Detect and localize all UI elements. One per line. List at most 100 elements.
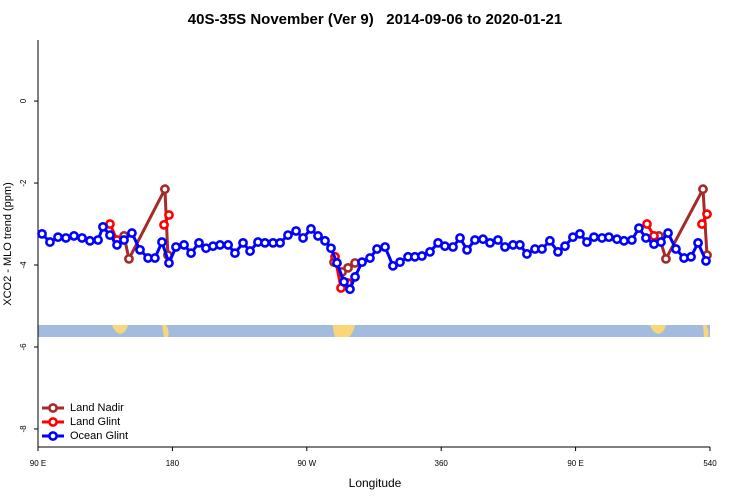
series-point [85,235,95,246]
series-point [159,219,169,230]
series-point [641,233,651,243]
series-point [634,223,644,234]
series-point [693,237,703,248]
series-point [545,235,555,246]
y-tick-label: -2 [19,179,28,187]
series-point [514,240,525,250]
series-point [230,248,240,259]
series-point [701,256,711,266]
y-tick-label: -4 [19,261,28,269]
series-point [215,240,225,250]
x-tick-label: 90 W [297,459,316,468]
series-point [440,241,450,252]
series-point [671,244,681,254]
series-point [157,237,167,247]
x-tick-label: 540 [703,459,717,468]
series-point [626,235,637,245]
legend-swatch-point [48,417,58,427]
series-point [455,233,465,243]
series-point [395,257,405,268]
series-point [661,253,671,264]
series-point [127,228,137,238]
series-point [425,247,435,257]
series-point [357,257,367,268]
legend-label: Land Nadir [70,402,124,414]
series-point [150,253,160,263]
series-point [238,237,248,248]
series-point [260,237,270,248]
series-point [493,235,503,245]
land-band [38,325,710,337]
land-band-ocean [38,325,710,337]
x-tick-label: 360 [435,459,449,468]
legend-swatch-point [48,431,58,441]
series-point [179,240,189,250]
land-blob [333,325,355,337]
y-axis-label: XCO2 - MLO trend (ppm) [2,182,14,305]
series-point [124,253,134,264]
series-point [686,251,696,262]
legend-label: Ocean Glint [70,430,128,442]
land-blob [112,325,128,334]
series-point [37,228,47,239]
series-point [560,241,570,252]
series-point [575,228,585,239]
series-point [45,237,55,247]
series-point [291,226,301,236]
series-point [388,260,398,271]
series-point [223,240,234,250]
legend-swatch-point [48,403,58,413]
series-point [649,231,659,241]
series-point [522,249,532,259]
land-blob [703,325,709,337]
series-point [77,233,87,243]
series-point [98,222,108,232]
x-tick-label: 180 [166,459,180,468]
series-point [61,233,71,243]
x-tick-label: 90 E [567,459,583,468]
legend: Land Nadir Land Glint Ocean Glint [42,402,128,442]
series-point [164,210,174,220]
series-point [135,244,145,255]
series-point [164,258,174,268]
series-point [553,247,563,257]
land-blob [650,325,666,334]
series-point [619,235,629,246]
series-point [350,272,360,282]
legend-label: Land Glint [70,416,120,428]
series-point [160,184,170,195]
series-point [339,276,349,287]
series-point [462,244,472,255]
series-point [380,242,390,252]
y-tick-label: -6 [19,343,28,351]
series-point [105,230,115,240]
series-point [478,234,488,245]
series-point [417,251,427,261]
series-point [69,231,79,241]
series-point [112,240,122,250]
series-point [320,235,330,246]
series-point [589,232,599,243]
series-point [298,233,308,243]
chart-title: 40S-35S November (Ver 9) 2014-09-06 to 2… [188,11,562,28]
series-point [500,242,510,252]
series-point [698,184,708,195]
series-point [171,242,181,252]
y-tick-label: 0 [19,98,28,103]
series-point [275,237,285,248]
series-point [343,262,353,273]
series-point [93,235,103,245]
series-point [448,242,458,252]
series-point [345,284,355,295]
y-tick-label: -8 [19,425,28,433]
series-point [697,219,707,229]
series-point [470,235,480,245]
series-point [313,231,323,241]
series-point [194,237,204,248]
series-point [656,237,666,247]
series-point [642,219,652,229]
series-point [332,258,342,268]
series-point [663,228,673,238]
series-point [186,248,196,259]
